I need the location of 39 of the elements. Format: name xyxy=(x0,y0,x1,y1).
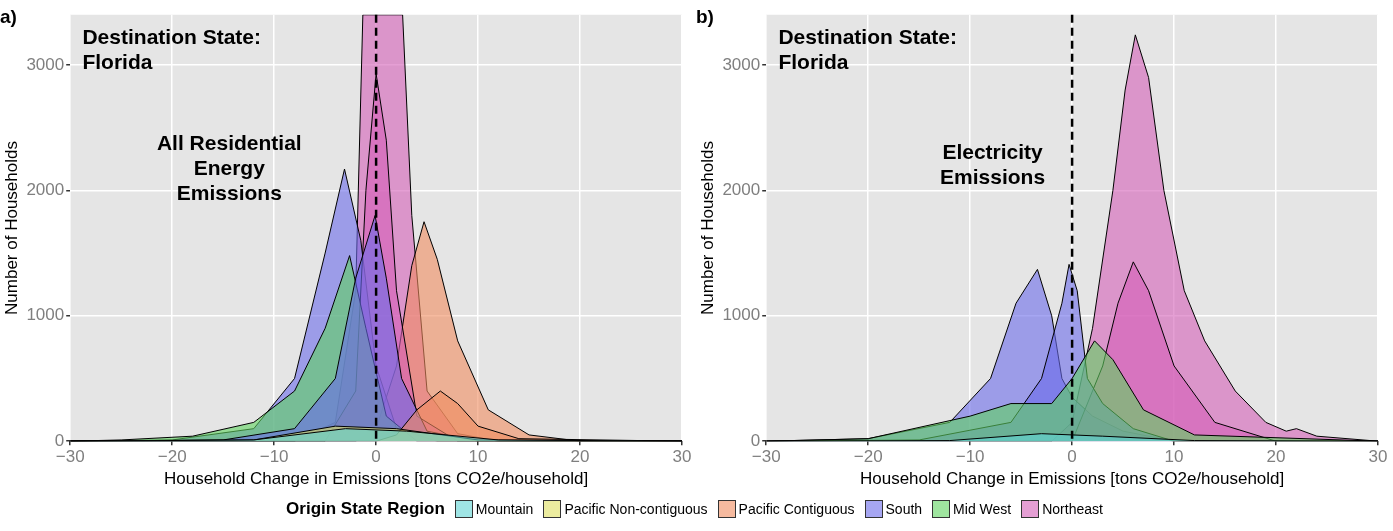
x-tick-label: 10 xyxy=(1164,447,1184,467)
x-tick-label: 30 xyxy=(672,447,692,467)
x-tick-label: 30 xyxy=(1368,447,1388,467)
y-tick-label: 2000 xyxy=(722,180,761,200)
annotation: Destination State: Florida xyxy=(778,24,957,73)
legend-label: Mountain xyxy=(475,501,534,517)
chart-title: b) xyxy=(696,5,714,27)
y-tick-label: 0 xyxy=(750,430,761,450)
y-tick-label: 1000 xyxy=(26,305,65,325)
y-axis-title: Number of Households xyxy=(1,141,21,315)
x-tick-label: −10 xyxy=(955,447,985,467)
x-axis-title: Household Change in Emissions [tons CO2e/household] xyxy=(859,469,1285,489)
x-tick-label: 20 xyxy=(570,447,590,467)
legend-label: Northeast xyxy=(1042,501,1103,517)
x-tick-label: 10 xyxy=(468,447,488,467)
y-tick-label: 3000 xyxy=(26,54,65,74)
legend-title: Origin State Region xyxy=(286,499,445,519)
x-axis-title: Household Change in Emissions [tons CO2e/household] xyxy=(163,469,589,489)
x-tick-label: 0 xyxy=(371,447,381,467)
y-tick-label: 0 xyxy=(54,430,65,450)
y-tick-label: 1000 xyxy=(722,305,761,325)
x-tick-label: −20 xyxy=(853,447,883,467)
x-tick-label: 0 xyxy=(1067,447,1077,467)
annotation: Electricity Emissions xyxy=(940,140,1046,189)
x-tick-label: −30 xyxy=(751,447,781,467)
y-axis-title: Number of Households xyxy=(697,141,717,315)
x-tick-label: −20 xyxy=(157,447,187,467)
legend-label: Pacific Non-contiguous xyxy=(564,501,708,517)
x-tick-label: −10 xyxy=(259,447,289,467)
chart-title: a) xyxy=(0,5,17,27)
y-tick-label: 3000 xyxy=(722,54,761,74)
legend-label: Pacific Contiguous xyxy=(738,501,855,517)
x-tick-label: −30 xyxy=(55,447,85,467)
y-tick-label: 2000 xyxy=(26,180,65,200)
x-tick-label: 20 xyxy=(1266,447,1286,467)
annotation: Destination State: Florida xyxy=(82,24,261,73)
legend-label: Mid West xyxy=(953,501,1012,517)
annotation: All Residential Energy Emissions xyxy=(156,131,302,205)
legend-label: South xyxy=(885,501,923,517)
